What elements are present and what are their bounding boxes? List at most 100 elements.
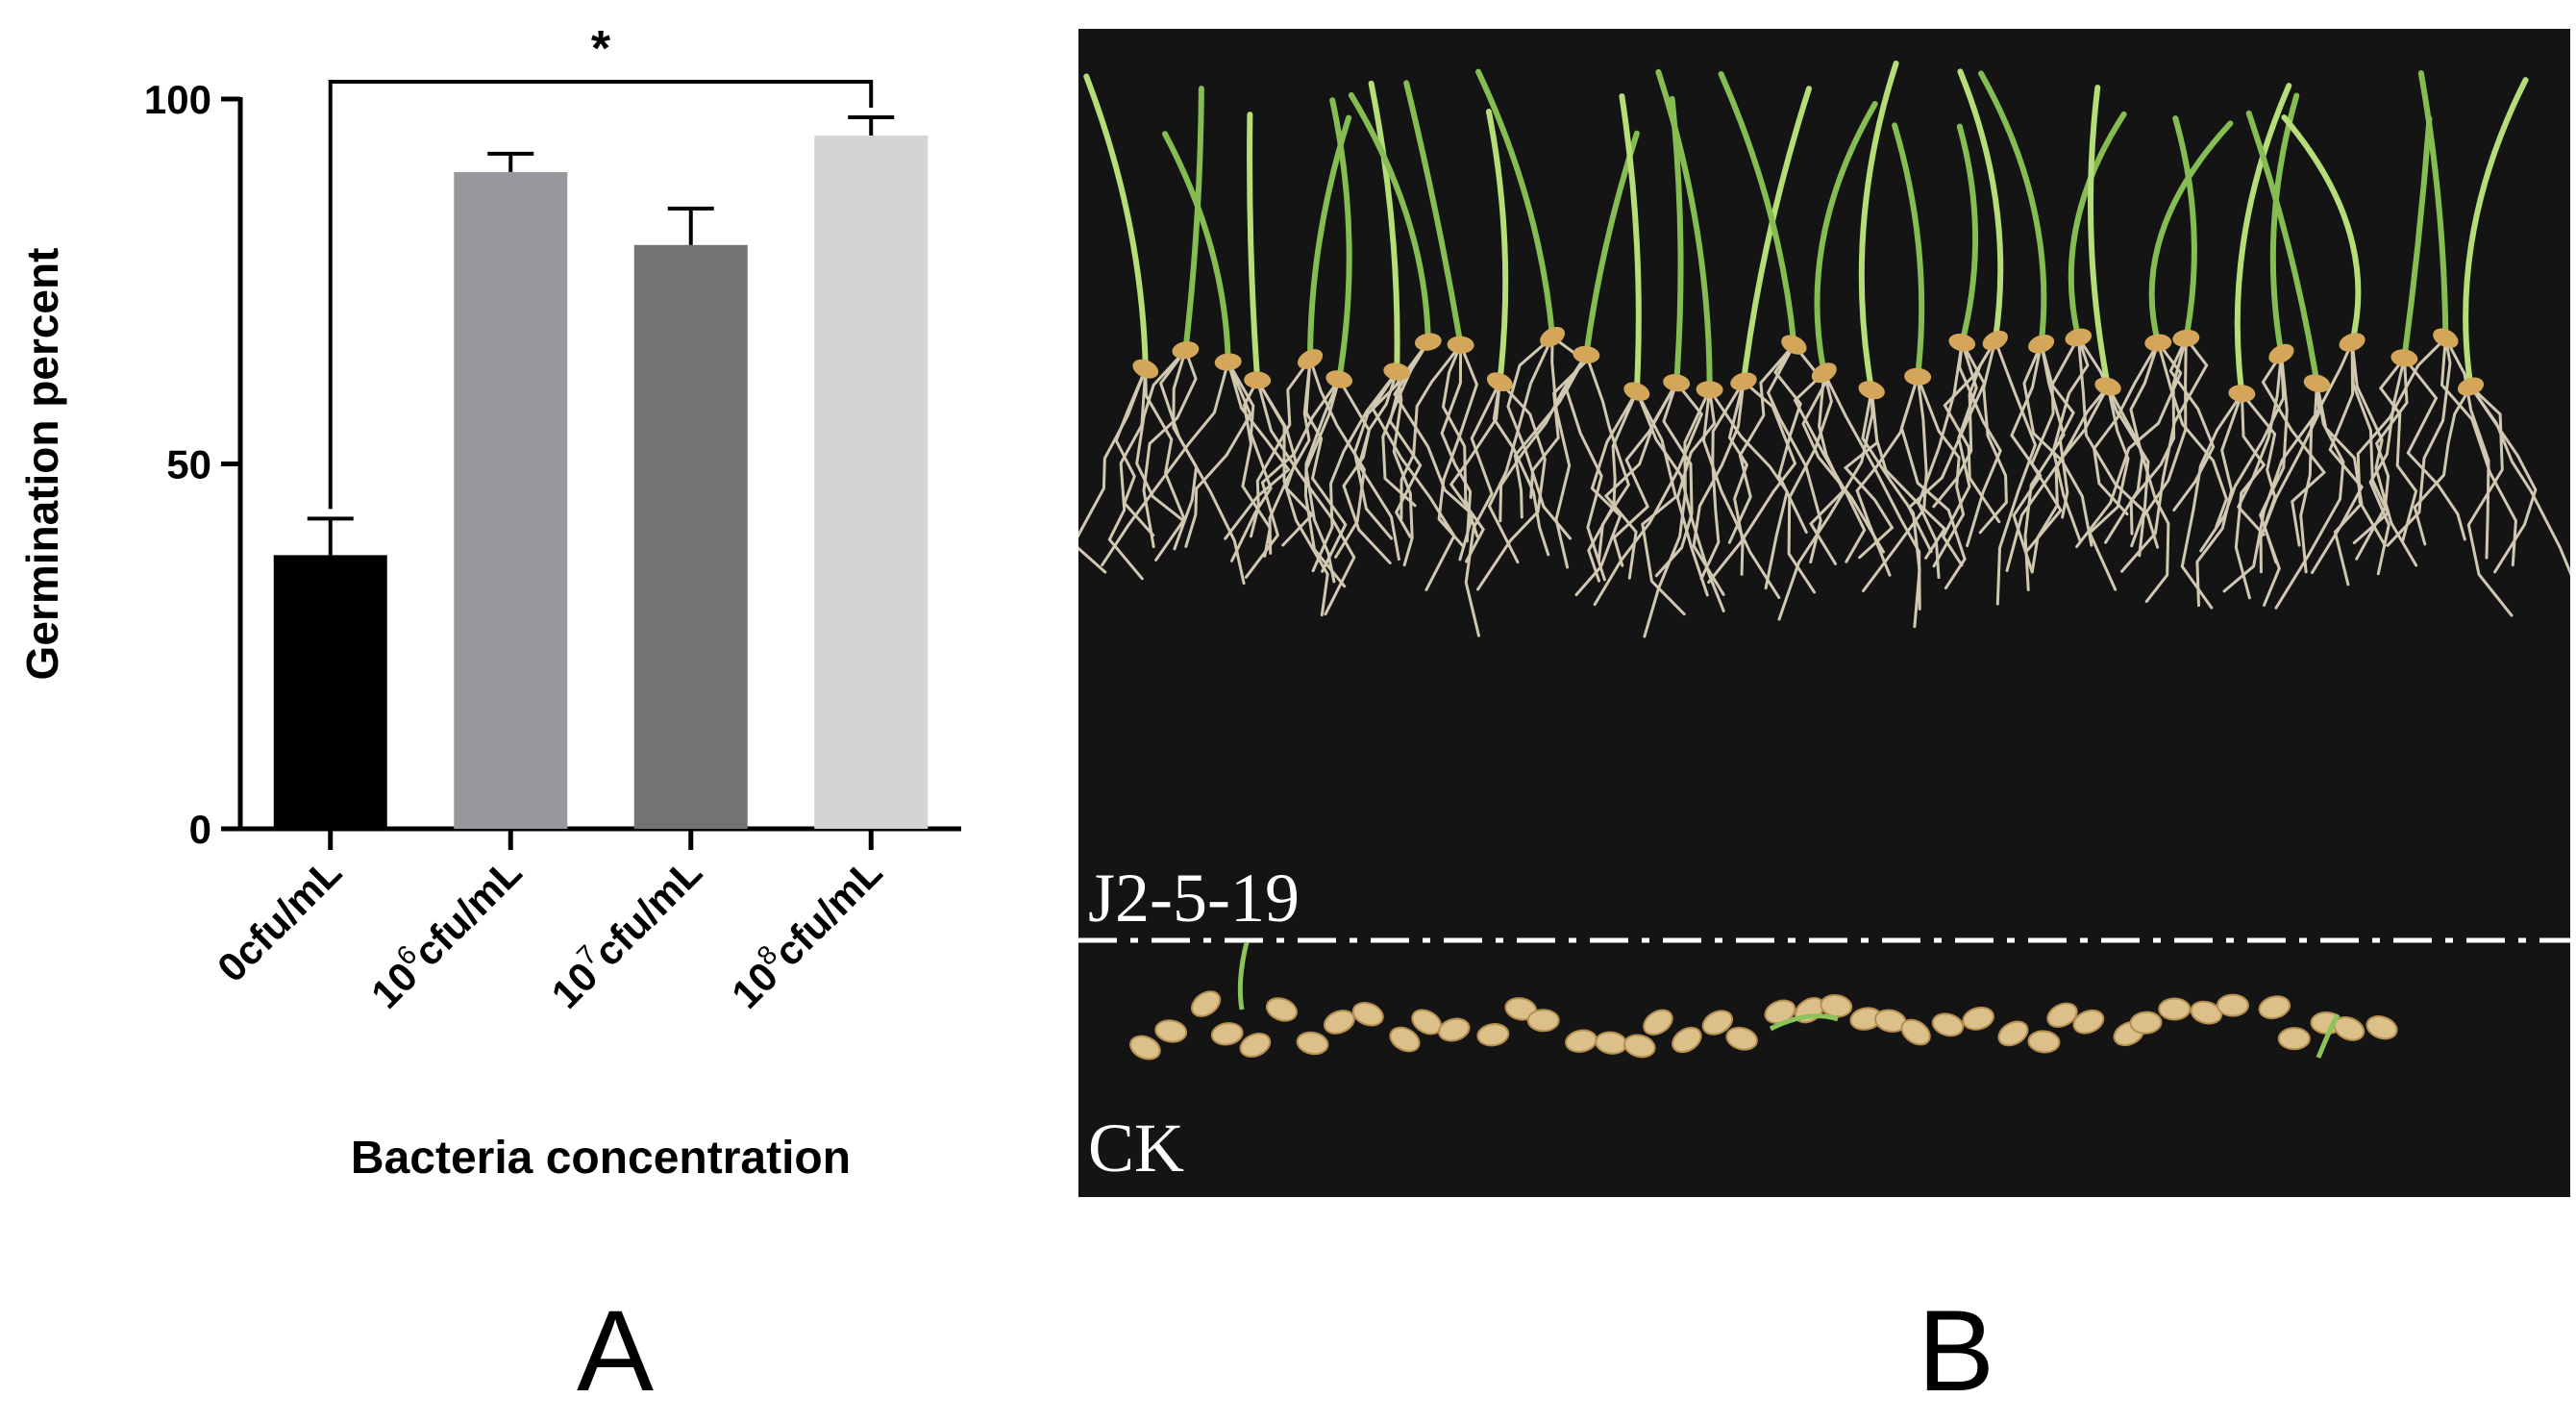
- seedling-root: [2413, 385, 2472, 546]
- seedling-root: [1861, 388, 1921, 629]
- seedling-shoot: [2068, 111, 2127, 340]
- seedling-shoot: [1814, 101, 1878, 376]
- significance-label: *: [591, 21, 611, 77]
- seedling-root: [2030, 385, 2110, 573]
- ck-seed: [1672, 1026, 1702, 1054]
- bar: [454, 171, 568, 829]
- seedling-root: [2466, 385, 2514, 617]
- seedling-root: [1727, 380, 1749, 576]
- seed: [1858, 381, 1885, 400]
- seedling-root: [1158, 348, 1246, 586]
- seedling-shoot: [1368, 80, 1400, 375]
- seedling-shoot: [2087, 85, 2112, 389]
- seedling-root: [1440, 343, 1473, 543]
- seedling-shoot: [1718, 71, 1797, 348]
- seedling-root: [1643, 387, 1712, 638]
- seedling-root: [1574, 389, 1639, 596]
- seedling-root: [1311, 370, 1399, 573]
- ck-seed: [2072, 1009, 2105, 1035]
- seedling-root: [1399, 343, 1463, 520]
- seedling-root: [2261, 352, 2327, 547]
- seedling-root: [2156, 341, 2228, 529]
- seed: [1298, 349, 1324, 369]
- seedling-root: [2180, 391, 2243, 610]
- seedling-shoot: [1956, 123, 1979, 346]
- seedling-root: [1917, 340, 1964, 579]
- seedling-shoot: [2417, 70, 2449, 341]
- seedling-root: [2368, 356, 2406, 576]
- ck-sprout: [2316, 1012, 2341, 1059]
- seedling-shoot: [1182, 86, 1204, 354]
- seedling-shoot: [2245, 110, 2320, 387]
- seedling-root: [2402, 356, 2466, 541]
- seedling-root: [1654, 381, 1694, 578]
- seedling-root: [2138, 337, 2188, 558]
- seed: [1730, 372, 1757, 391]
- seed: [1447, 336, 1474, 354]
- ck-seed: [1526, 1009, 1560, 1033]
- seedling-root: [1773, 343, 1808, 534]
- seedling-root: [1907, 340, 1987, 554]
- panel-label-a: A: [577, 1286, 655, 1415]
- seedling-root: [1244, 377, 1341, 579]
- ck-seed: [2277, 1027, 2311, 1051]
- panel-label-b: B: [1918, 1286, 1995, 1415]
- ck-seed: [2258, 995, 2291, 1020]
- seedling-root: [2010, 342, 2043, 574]
- seed: [2268, 343, 2294, 364]
- seedling-root: [1699, 380, 1746, 581]
- seedling-root: [1357, 370, 1400, 562]
- seed: [2303, 374, 2331, 393]
- ck-seed: [1725, 1026, 1758, 1051]
- seedling-root: [1916, 375, 1966, 568]
- treatment-label: J2-5-19: [1088, 860, 1300, 936]
- seedling-shoot: [1655, 68, 1713, 393]
- seedling-root: [1777, 388, 1874, 621]
- ck-seed: [1438, 1017, 1471, 1042]
- seedling-root: [2023, 342, 2066, 591]
- seed: [2339, 333, 2365, 352]
- x-tick-label: 107cfu/mL: [539, 846, 710, 1017]
- seedling-root: [2050, 336, 2080, 519]
- seedling-root: [2106, 385, 2170, 604]
- seedling-root: [2076, 336, 2160, 549]
- control-label: CK: [1088, 1110, 1185, 1186]
- seedling-shoot: [1619, 93, 1642, 395]
- seedling-shoot: [1978, 70, 2047, 347]
- y-tick-label: 0: [189, 807, 211, 852]
- seedling-root: [1787, 371, 1833, 594]
- seedling-root: [1701, 387, 1781, 599]
- seedling-root: [1487, 335, 1554, 564]
- seed: [2172, 329, 2200, 347]
- seedling-shoot: [2148, 120, 2234, 346]
- bar-chart: 0 50 100 0cfu/mL 106cfu/mL107cfu/mL108cfu/mL…: [17, 21, 961, 1184]
- seedling-shoot: [2281, 114, 2362, 345]
- seedling-root: [1381, 340, 1430, 508]
- seedling-root: [1303, 377, 1347, 588]
- seedling-root: [1843, 388, 1895, 560]
- seed: [2390, 349, 2418, 367]
- seedling-root: [1255, 378, 1356, 616]
- seedling-shoot: [1957, 68, 2004, 344]
- seedling-root: [2005, 385, 2110, 572]
- seedling-root: [1492, 380, 1550, 557]
- seedling-root: [1513, 353, 1588, 519]
- seedling-shoot: [1329, 97, 1352, 383]
- seed: [2228, 385, 2256, 403]
- ck-seed: [1565, 1029, 1598, 1053]
- seedling-shoot: [1247, 112, 1261, 384]
- ck-sprout: [1769, 1013, 1839, 1032]
- seed: [1811, 362, 1837, 384]
- seed: [2433, 328, 2459, 348]
- seedling-root: [2076, 336, 2129, 516]
- ck-seed: [2365, 1015, 2398, 1040]
- seedling-root: [2299, 340, 2354, 574]
- seed: [1486, 372, 1513, 392]
- ck-seed: [1191, 990, 1222, 1017]
- ck-seed: [1154, 1019, 1188, 1043]
- seedling-shoot: [1083, 73, 1149, 372]
- ck-seed: [1900, 1018, 1931, 1046]
- seed: [1904, 367, 1932, 386]
- seedling-root: [1250, 357, 1312, 538]
- ck-seed: [1265, 997, 1298, 1022]
